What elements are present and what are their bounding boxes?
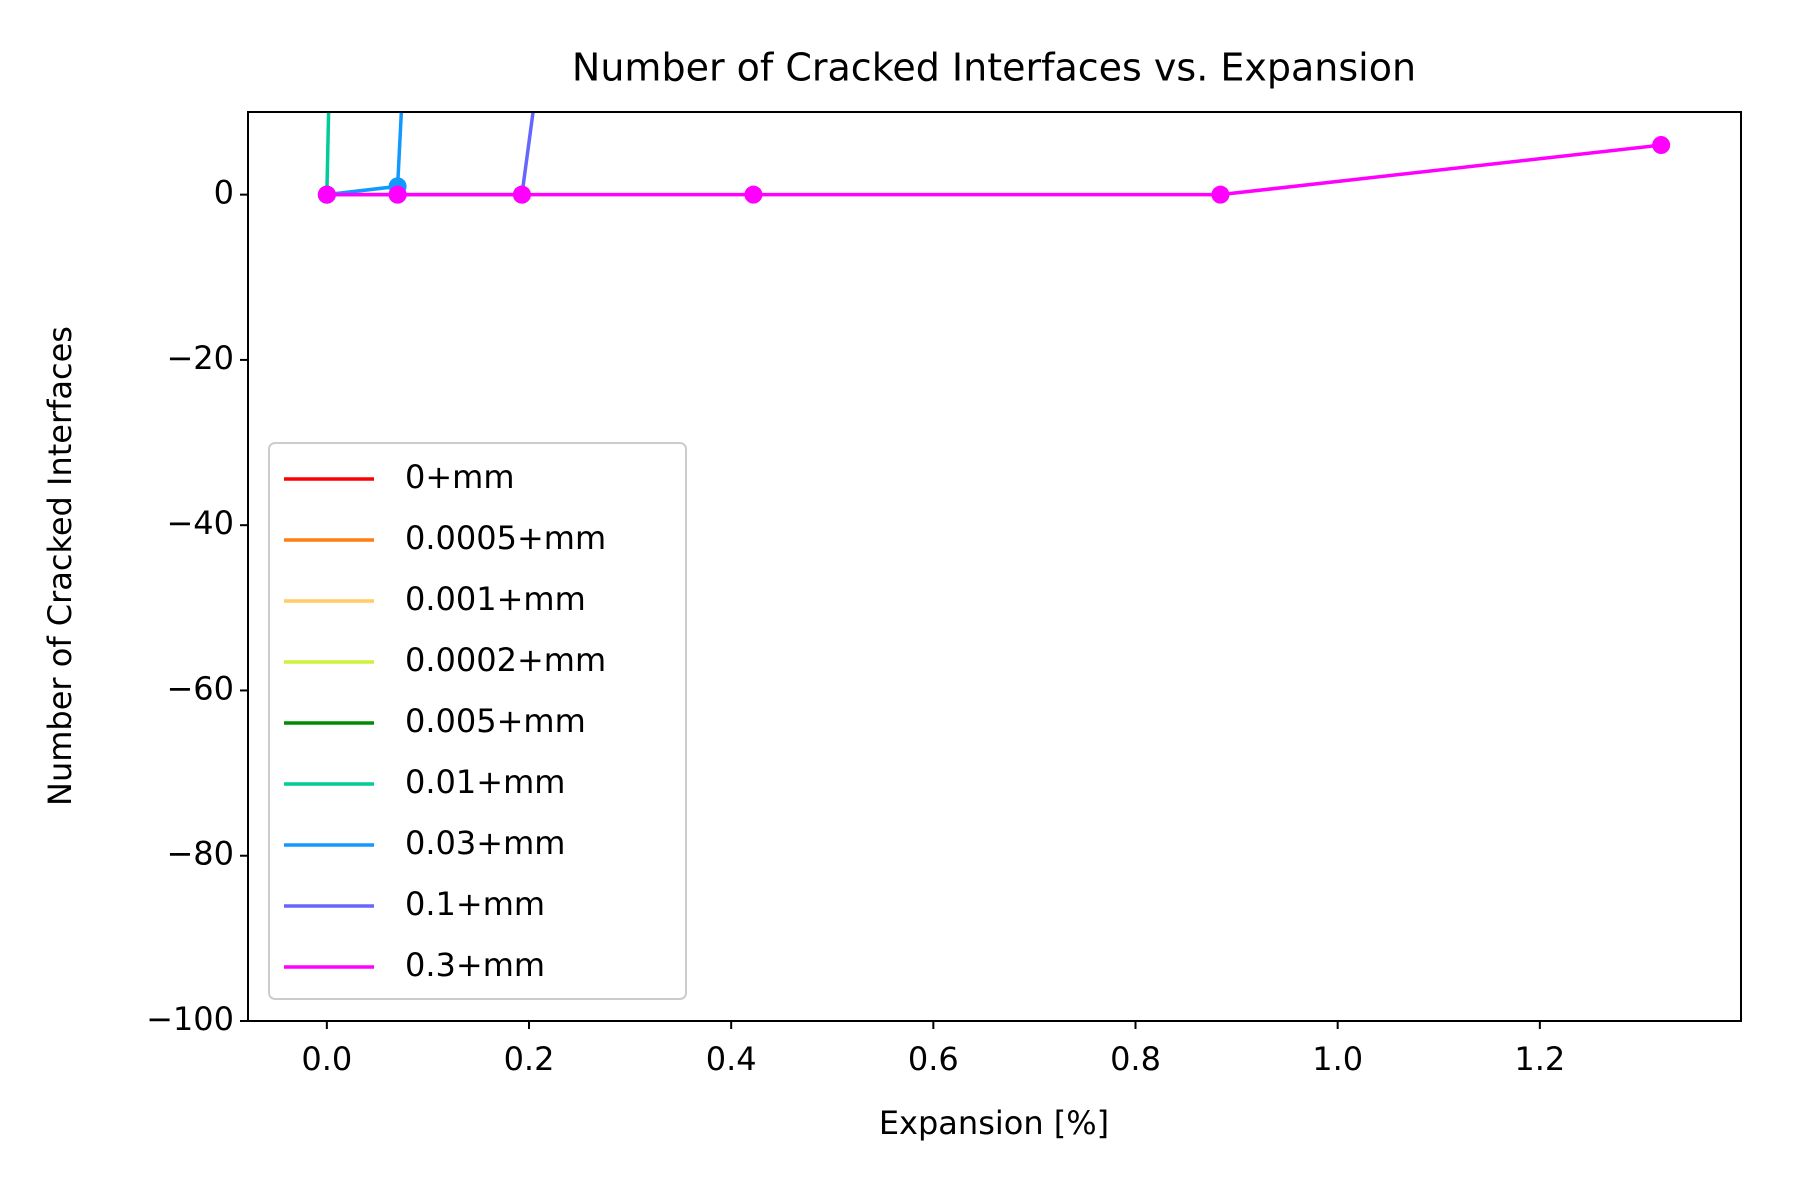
data-point — [1652, 136, 1671, 155]
x-axis-label: Expansion [%] — [879, 1104, 1109, 1142]
y-tick-label: −100 — [146, 1000, 234, 1038]
x-tick-label: 1.2 — [1514, 1040, 1565, 1078]
legend-label: 0.03+mm — [405, 824, 565, 862]
data-point — [388, 185, 407, 204]
legend-label: 0.3+mm — [405, 946, 545, 984]
legend-label: 0.001+mm — [405, 580, 586, 618]
series-line — [326, 112, 535, 197]
legend-label: 0.005+mm — [405, 702, 586, 740]
data-point — [1211, 185, 1230, 204]
y-tick-label: 0 — [214, 174, 234, 212]
x-tick-label: 0.0 — [301, 1040, 352, 1078]
series-line — [326, 143, 1662, 197]
x-tick-label: 1.0 — [1312, 1040, 1363, 1078]
chart-title: Number of Cracked Interfaces vs. Expansi… — [572, 46, 1416, 90]
x-tick-label: 0.2 — [504, 1040, 555, 1078]
legend-label: 0.0005+mm — [405, 519, 606, 557]
y-axis-label: Number of Cracked Interfaces — [41, 326, 79, 806]
x-tick-label: 0.4 — [706, 1040, 757, 1078]
legend-label: 0+mm — [405, 458, 515, 496]
y-tick-label: −40 — [166, 504, 234, 542]
y-tick-label: −20 — [166, 339, 234, 377]
data-point — [744, 185, 763, 204]
y-tick-label: −80 — [166, 835, 234, 873]
y-tick-label: −60 — [166, 669, 234, 707]
axes-frame — [247, 111, 1742, 1022]
legend-label: 0.1+mm — [405, 885, 545, 923]
x-tick-label: 0.8 — [1110, 1040, 1161, 1078]
legend: 0+mm 0.0005+mm 0.001+mm 0.0002+mm 0.005+mm 0.… — [268, 442, 687, 1000]
legend-box — [268, 442, 687, 1000]
legend-label: 0.01+mm — [405, 763, 565, 801]
x-tick-label: 0.6 — [908, 1040, 959, 1078]
data-point — [317, 185, 336, 204]
series-line — [326, 112, 404, 197]
legend-label: 0.0002+mm — [405, 641, 606, 679]
plot-area — [317, 112, 1671, 204]
data-point — [512, 185, 531, 204]
